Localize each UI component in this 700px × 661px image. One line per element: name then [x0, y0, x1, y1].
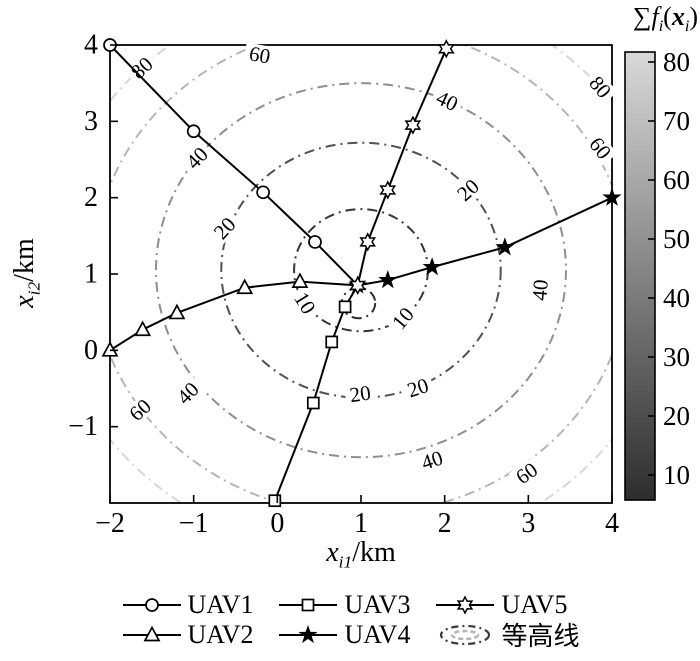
svg-text:40: 40: [172, 377, 204, 409]
contour-label: 20: [400, 373, 436, 402]
y-tick-label: 4: [84, 30, 98, 61]
contour-label: 60: [583, 130, 618, 167]
star-marker-icon: [279, 624, 338, 643]
svg-text:10: 10: [387, 303, 419, 335]
hexagram-marker-icon: [436, 594, 495, 615]
colorbar-tick-label: 20: [663, 401, 690, 431]
contour-ring-20: [220, 141, 502, 399]
contour-marker-icon: [440, 624, 491, 645]
svg-text:60: 60: [247, 41, 272, 68]
legend-label: UAV1: [187, 589, 254, 619]
contour-label: 40: [414, 446, 450, 475]
legend-item-circle: UAV1: [121, 589, 254, 619]
uav5-trajectory: [349, 39, 455, 295]
contour-ring-40: [155, 82, 567, 459]
uav4-trajectory: [348, 187, 622, 294]
colorbar-tick-label: 70: [663, 106, 690, 136]
uav2-path: [109, 280, 358, 352]
svg-text:40: 40: [527, 279, 553, 302]
axis-ticks: −2 −1 0 1 2 3 4 −1 0 1 2 3 4: [68, 30, 619, 540]
circle-marker-icon: [122, 597, 181, 612]
x-tick-label: 2: [438, 508, 452, 539]
y-tick-label: 3: [84, 106, 98, 137]
legend-label: UAV4: [344, 619, 411, 649]
uav1-path: [109, 44, 359, 287]
colorbar-tick-label: 50: [663, 224, 690, 254]
legend-label: UAV5: [501, 589, 568, 619]
legend: UAV1 UAV3 UAV5 UAV2 UAV4 等高线: [0, 589, 700, 651]
legend-item-contour: 等高线: [434, 620, 579, 651]
contour-label: 60: [243, 41, 277, 69]
svg-text:60: 60: [511, 457, 542, 489]
contour-label: 20: [207, 210, 243, 246]
legend-item-triangle: UAV2: [121, 619, 254, 649]
x-tick-label: 1: [354, 508, 368, 539]
y-tick-label: 2: [84, 182, 98, 213]
colorbar: 80 70 60 50 40 30 20 10: [624, 47, 690, 501]
contour-label: 40: [170, 375, 206, 411]
legend-label: 等高线: [501, 622, 580, 651]
y-tick-label: −1: [68, 411, 98, 442]
contour-label: 60: [508, 456, 545, 491]
contour-label: 20: [343, 380, 377, 407]
legend-item-square: UAV3: [277, 590, 410, 619]
y-axis-label: xi2/km: [9, 238, 44, 308]
x-tick-label: 4: [605, 508, 619, 539]
legend-label: UAV2: [187, 619, 254, 649]
x-tick-label: −1: [179, 508, 209, 539]
x-tick-label: 0: [270, 508, 284, 539]
colorbar-tick-label: 30: [663, 342, 690, 372]
contour-label: 60: [122, 392, 158, 428]
colorbar-tick-label: 80: [663, 47, 690, 77]
contour-label: 40: [429, 85, 465, 117]
colorbar-tick-label: 40: [663, 283, 690, 313]
y-tick-label: 1: [84, 259, 98, 290]
colorbar-tick-label: 60: [663, 165, 690, 195]
y-tick-label: 0: [84, 335, 98, 366]
colorbar-tick-label: 10: [663, 460, 690, 490]
x-axis-label: xi1/km: [326, 537, 396, 572]
x-tick-label: 3: [521, 508, 535, 539]
svg-text:20: 20: [209, 212, 241, 244]
uav2-trajectory: [101, 272, 358, 357]
uav3-trajectory: [268, 284, 359, 508]
triangle-marker-icon: [122, 625, 181, 641]
square-marker-icon: [279, 598, 338, 611]
uav1-trajectory: [103, 38, 359, 287]
x-tick-label: −2: [95, 508, 125, 539]
svg-text:20: 20: [348, 380, 372, 407]
colorbar-title: ∑fi(xi): [632, 2, 698, 36]
contour-label: 40: [527, 274, 553, 306]
legend-item-hexagram: UAV5: [434, 590, 579, 619]
legend-item-star: UAV4: [277, 620, 410, 649]
legend-label: UAV3: [344, 589, 411, 619]
